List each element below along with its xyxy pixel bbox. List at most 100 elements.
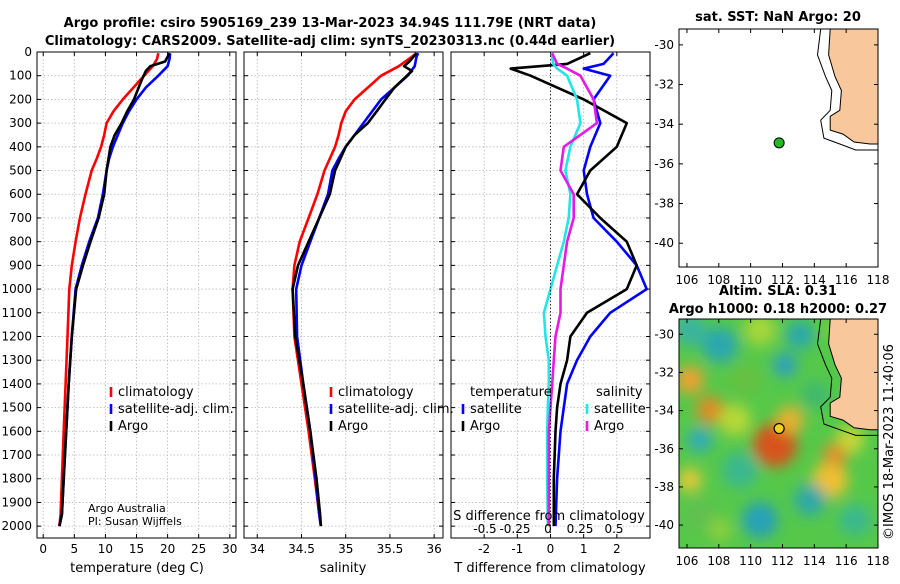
x-tick-label: -1 [511, 542, 523, 556]
sla-field [679, 319, 871, 542]
difference-xlabel-top: S difference from climatology [453, 509, 645, 524]
sst-map-panel: 106 108 110 112 114 116 118 -30 -32 -34 -36 -38 -40 [654, 28, 890, 287]
x-tick-label: 10 [98, 542, 113, 556]
series-line-t-argo [509, 52, 639, 527]
bathymetry-contour [816, 319, 878, 436]
map-y-tick-label: -40 [654, 518, 674, 532]
sst-map-title: sat. SST: NaN Argo: 20 [695, 10, 861, 25]
y-tick-label: 800 [9, 235, 32, 249]
y-tick-label: 200 [9, 92, 32, 106]
series-line-climatology [58, 52, 160, 527]
sla-blob [742, 502, 778, 538]
argo-position-marker [773, 137, 785, 149]
map-y-tick-label: -36 [654, 442, 674, 456]
sla-blob [696, 396, 724, 424]
temperature-panel: 0 5 10 15 20 25 300100200300400500600700800900… [1, 45, 237, 556]
map-y-tick-label: -30 [654, 38, 674, 52]
temperature-legend-label: Argo [118, 419, 148, 434]
map-x-tick-label: 108 [707, 554, 730, 568]
difference-legend-sal-label: satellite [594, 402, 646, 417]
sla-map-title2: Argo h1000: 0.18 h2000: 0.27 [669, 302, 887, 317]
y-tick-label: 2000 [1, 519, 32, 533]
map-y-tick-label: -38 [654, 480, 674, 494]
y-tick-label: 0 [24, 45, 32, 59]
map-y-tick-label: -40 [654, 236, 674, 250]
salinity-panel: 34 34.5 35 35.5 36 climatology satellite-adj. … [243, 51, 454, 556]
sla-blob [773, 353, 797, 377]
map-y-tick-label: -32 [654, 365, 674, 379]
map-content [773, 29, 878, 151]
map-x-tick-label: 116 [835, 273, 858, 287]
map-content [679, 319, 878, 548]
map-x-tick-label: 116 [835, 554, 858, 568]
credit-line2: PI: Susan Wijffels [88, 515, 182, 528]
map-x-tick-label: 110 [739, 554, 762, 568]
map-x-tick-label: 118 [867, 273, 890, 287]
sla-map-title1: Altim. SLA: 0.31 [719, 284, 837, 299]
x-tick-label: 25 [191, 542, 206, 556]
x-tick-label: 36 [427, 542, 442, 556]
credit-line1: Argo Australia [88, 502, 166, 515]
y-tick-label: 1700 [1, 448, 32, 462]
map-y-tick-label: -34 [654, 117, 674, 131]
y-tick-label: 1100 [1, 306, 32, 320]
map-x-tick-label: 106 [676, 273, 699, 287]
y-tick-label: 1400 [1, 377, 32, 391]
map-y-tick-label: -36 [654, 157, 674, 171]
sla-blob [753, 423, 797, 467]
series-line-argo [291, 52, 418, 527]
series-line-s-satellite [542, 52, 582, 527]
map-x-tick-label: 108 [707, 273, 730, 287]
land-polygon [828, 29, 878, 145]
y-tick-label: 100 [9, 69, 32, 83]
x-tick-label: -2 [478, 542, 490, 556]
salinity-legend-label: Argo [338, 419, 368, 434]
sla-blob [839, 504, 871, 536]
x-tick-label: 15 [129, 542, 144, 556]
difference-legend-sal-title: salinity [596, 385, 643, 400]
sla-blob [708, 518, 732, 542]
series-line-climatology [291, 52, 418, 527]
map-y-tick-label: -32 [654, 78, 674, 92]
x-tick-label: 0 [39, 542, 47, 556]
map-x-tick-label: 118 [867, 554, 890, 568]
difference-panel: -2 -1 0 1 2 -0.5 -0.25 0 0.25 0.5 temperature satel… [450, 51, 651, 556]
sla-blob [794, 484, 826, 516]
sla-blob [688, 428, 712, 452]
difference-s-tick-label: 0.25 [567, 522, 594, 536]
argo-position-marker [773, 422, 785, 435]
y-tick-label: 500 [9, 164, 32, 178]
sla-blob [702, 327, 738, 363]
bathymetry-contour [816, 29, 878, 151]
salinity-xlabel: salinity [320, 561, 367, 576]
sla-map-panel: 106 108 110 112 114 116 118 -30 -32 -34 -36 -38 -40 [654, 318, 890, 568]
y-tick-label: 600 [9, 187, 32, 201]
difference-s-tick-label: -0.25 [499, 522, 530, 536]
temperature-legend-label: climatology [118, 385, 194, 400]
x-tick-label: 5 [70, 542, 78, 556]
salinity-legend-label: satellite-adj. clim. [338, 402, 454, 417]
x-tick-label: 34.5 [288, 542, 315, 556]
y-tick-label: 1500 [1, 401, 32, 415]
sla-blob [679, 319, 706, 346]
figure-title-line2: Climatology: CARS2009. Satellite-adj cli… [45, 34, 615, 49]
sla-blob [679, 468, 702, 492]
sla-blob [719, 404, 751, 436]
sla-blob [801, 381, 829, 409]
temperature-xlabel: temperature (deg C) [70, 561, 204, 576]
map-x-tick-label: 114 [803, 554, 826, 568]
series-line-s-argo [547, 52, 599, 527]
y-tick-label: 1300 [1, 353, 32, 367]
map-x-tick-label: 112 [771, 554, 794, 568]
y-tick-label: 700 [9, 211, 32, 225]
x-tick-label: 2 [613, 542, 621, 556]
map-frame [678, 318, 879, 549]
y-tick-label: 300 [9, 116, 32, 130]
x-tick-label: 20 [160, 542, 175, 556]
y-tick-label: 1600 [1, 424, 32, 438]
difference-s-tick-label: 0 [544, 522, 552, 536]
imos-watermark: ©IMOS 18-Mar-2023 11:40:06 [882, 344, 897, 540]
map-x-tick-label: 114 [803, 273, 826, 287]
y-tick-label: 1900 [1, 495, 32, 509]
